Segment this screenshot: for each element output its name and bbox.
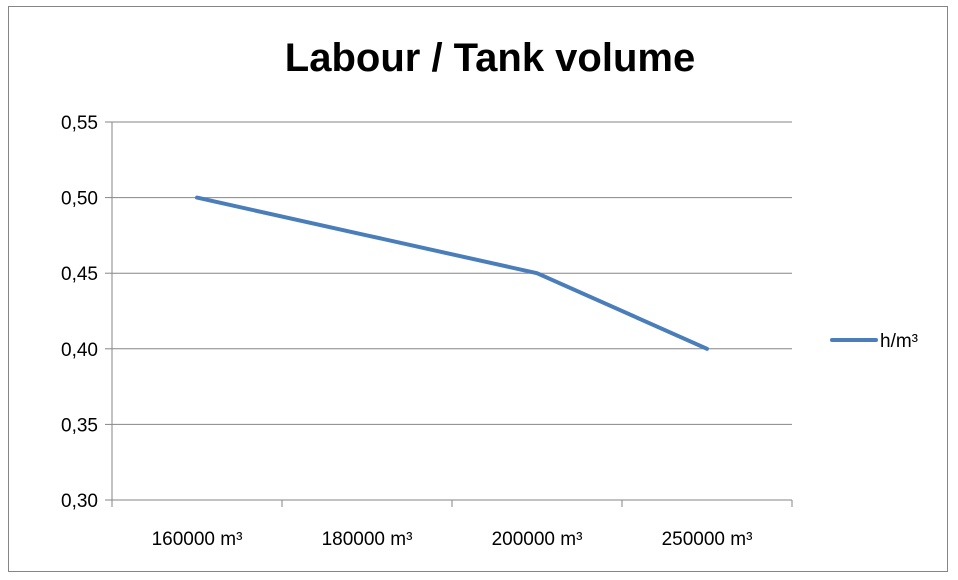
y-tick-label: 0,45 — [61, 264, 98, 285]
x-tick-label: 200000 m³ — [492, 529, 583, 550]
gridlines — [112, 121, 792, 425]
chart-frame — [8, 6, 948, 572]
x-tick-label: 160000 m³ — [152, 529, 243, 550]
y-tick-label: 0,50 — [61, 189, 98, 210]
chart-title: Labour / Tank volume — [284, 36, 696, 80]
y-tick-label: 0,55 — [61, 113, 98, 134]
y-tick-label: 0,30 — [61, 491, 98, 512]
y-tick-label: 0,35 — [61, 415, 98, 436]
series-lines — [195, 195, 709, 351]
y-tick-labels: 0,30 0,35 0,40 0,45 0,50 0,55 — [61, 113, 98, 512]
x-tick-label: 250000 m³ — [662, 529, 753, 550]
x-tick-labels: 160000 m³ 180000 m³ 200000 m³ 250000 m³ — [152, 529, 753, 550]
axes — [105, 121, 793, 507]
legend-label: h/m³ — [880, 331, 918, 352]
y-tick-label: 0,40 — [61, 340, 98, 361]
series-line — [195, 195, 709, 351]
legend: h/m³ — [830, 331, 918, 352]
x-tick-label: 180000 m³ — [322, 529, 413, 550]
